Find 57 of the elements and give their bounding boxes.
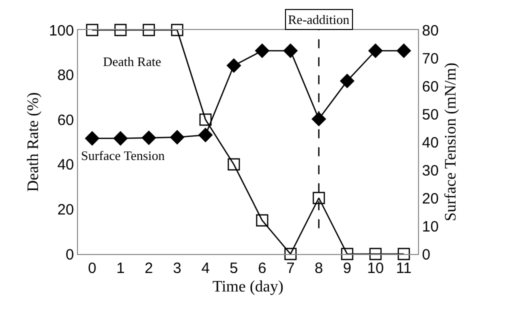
y-tick-label: 40 xyxy=(57,156,74,174)
point xyxy=(171,24,184,36)
x-tick-label: 1 xyxy=(116,260,125,277)
x-tick-label: 0 xyxy=(88,260,96,277)
y-axis-title: Death Rate (%) xyxy=(24,92,42,192)
point xyxy=(368,44,383,58)
x-tick-label: 5 xyxy=(230,260,238,277)
x-tick-label: 11 xyxy=(396,260,412,277)
series-label: Death Rate xyxy=(103,54,162,69)
point xyxy=(256,214,268,226)
point xyxy=(85,131,100,146)
y-tick-label: 0 xyxy=(66,246,74,264)
y2-tick-label: 30 xyxy=(422,162,439,180)
y2-tick-label: 70 xyxy=(422,50,439,68)
x-tick-label: 9 xyxy=(343,260,352,277)
point xyxy=(396,44,411,58)
point xyxy=(228,158,240,170)
y-tick-label: 20 xyxy=(57,201,74,218)
y-tick-label: 60 xyxy=(57,112,74,129)
point xyxy=(170,130,184,144)
point xyxy=(284,248,297,260)
point xyxy=(312,192,325,204)
series-label: Surface Tension xyxy=(81,148,166,163)
y2-tick-label: 50 xyxy=(422,106,439,124)
y2-tick-label: 40 xyxy=(422,134,439,152)
point xyxy=(114,24,127,36)
y2-tick-label: 60 xyxy=(422,78,439,96)
point xyxy=(198,128,213,142)
point xyxy=(86,24,98,36)
point xyxy=(226,58,241,73)
ref-line-label: Re-addition xyxy=(288,12,350,27)
point xyxy=(142,130,156,145)
point xyxy=(312,112,326,126)
point xyxy=(255,44,270,58)
point xyxy=(398,248,410,260)
x-tick-label: 3 xyxy=(173,260,182,277)
y-tick-label: 100 xyxy=(48,22,74,40)
point xyxy=(113,131,128,146)
y2-tick-label: 80 xyxy=(422,22,439,40)
point xyxy=(369,248,382,260)
y-tick-label: 80 xyxy=(57,67,74,84)
point xyxy=(199,114,212,126)
x-tick-label: 7 xyxy=(286,260,295,277)
y2-axis-title: Surface Tension (mN/m) xyxy=(442,62,460,222)
point xyxy=(341,248,354,260)
x-tick-label: 10 xyxy=(367,260,384,277)
x-tick-label: 2 xyxy=(144,260,153,277)
point xyxy=(283,44,298,58)
x-tick-label: 4 xyxy=(201,260,210,277)
x-tick-label: 8 xyxy=(314,260,323,277)
point xyxy=(142,24,155,36)
point xyxy=(340,74,354,88)
y2-tick-label: 20 xyxy=(422,190,439,208)
y2-tick-label: 10 xyxy=(422,218,439,236)
x-axis-title: Time (day) xyxy=(212,278,284,296)
x-tick-label: 6 xyxy=(258,260,266,277)
y2-tick-label: 0 xyxy=(422,246,430,264)
